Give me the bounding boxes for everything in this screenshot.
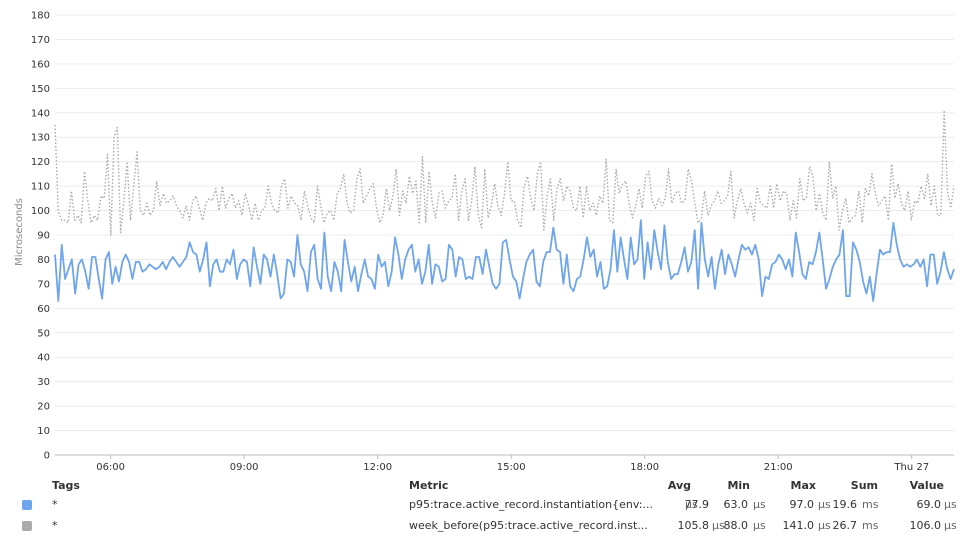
y-tick-label: 170 <box>31 35 50 46</box>
legend-header-row: Tags Metric Avg Min Max Sum Value <box>0 476 971 496</box>
x-tick-label: 06:00 <box>96 462 125 473</box>
legend-header-value: Value <box>909 479 944 492</box>
legend-value: 69.0 <box>916 498 942 511</box>
legend-max-unit: μs <box>818 519 831 532</box>
legend-tags: * <box>52 519 58 532</box>
legend-metric: p95:trace.active_record.instantiation{en… <box>409 498 653 511</box>
legend-sum-unit: ms <box>862 498 879 511</box>
y-tick-label: 10 <box>37 426 50 437</box>
y-axis-ticks: 0 10 20 30 40 50 60 70 80 90 100 110 120 130 140 150 160… <box>31 11 50 462</box>
y-tick-label: 140 <box>31 108 50 119</box>
legend-avg: 77.9 <box>684 498 710 511</box>
legend-min: 63.0 <box>723 498 749 511</box>
legend-header-min: Min <box>727 479 750 492</box>
legend-avg-unit: μs <box>685 498 698 511</box>
series-line-current[interactable] <box>54 219 955 302</box>
legend-sum: 26.7 <box>832 519 858 532</box>
legend-sum-unit: ms <box>862 519 879 532</box>
grid-lines <box>55 14 954 456</box>
y-axis-label: Microseconds <box>14 198 25 266</box>
legend-max: 141.0 <box>782 519 815 532</box>
legend-max: 97.0 <box>789 498 815 511</box>
y-tick-label: 150 <box>31 84 50 95</box>
series-line-week-before[interactable] <box>54 109 955 236</box>
y-tick-label: 160 <box>31 59 50 70</box>
legend-row[interactable]: * week_before(p95:trace.active_record.in… <box>0 516 971 536</box>
legend-color-swatch[interactable] <box>22 521 32 531</box>
y-tick-label: 80 <box>37 255 50 266</box>
legend-metric: week_before(p95:trace.active_record.inst… <box>409 519 648 532</box>
timeseries-chart: 0 10 20 30 40 50 60 70 80 90 100 110 120 130 140 150 160… <box>14 11 955 473</box>
legend-header-metric: Metric <box>409 479 449 492</box>
x-tick-label: 12:00 <box>363 462 392 473</box>
series-lines <box>54 109 955 302</box>
legend-row[interactable]: * p95:trace.active_record.instantiation{… <box>0 495 971 515</box>
y-tick-label: 40 <box>37 353 50 364</box>
x-tick-label: 09:00 <box>230 462 259 473</box>
y-tick-label: 130 <box>31 133 50 144</box>
legend-avg-unit: μs <box>712 519 725 532</box>
x-tick-label: 18:00 <box>630 462 659 473</box>
legend-tags: * <box>52 498 58 511</box>
legend-color-swatch[interactable] <box>22 500 32 510</box>
legend-value-unit: μs <box>944 519 957 532</box>
y-tick-label: 90 <box>37 231 50 242</box>
y-tick-label: 50 <box>37 328 50 339</box>
y-tick-label: 60 <box>37 304 50 315</box>
legend-value-unit: μs <box>944 498 957 511</box>
x-tick-label: 15:00 <box>497 462 526 473</box>
y-tick-label: 110 <box>31 182 50 193</box>
y-tick-label: 20 <box>37 402 50 413</box>
legend-min: 88.0 <box>723 519 749 532</box>
y-tick-label: 180 <box>31 11 50 22</box>
y-tick-label: 120 <box>31 157 50 168</box>
y-tick-label: 0 <box>44 451 50 462</box>
x-tick-label: 21:00 <box>764 462 793 473</box>
y-tick-label: 30 <box>37 377 50 388</box>
x-axis-ticks: 06:00 09:00 12:00 15:00 18:00 21:00 Thu 27 <box>96 455 929 473</box>
legend-max-unit: μs <box>818 498 831 511</box>
y-tick-label: 70 <box>37 279 50 290</box>
legend-header-sum: Sum <box>850 479 878 492</box>
legend-avg: 105.8 <box>677 519 710 532</box>
x-tick-label: Thu 27 <box>893 462 929 473</box>
legend-header-avg: Avg <box>667 479 691 492</box>
legend-min-unit: μs <box>753 519 766 532</box>
legend-header-tags: Tags <box>52 479 80 492</box>
y-tick-label: 100 <box>31 206 50 217</box>
legend-min-unit: μs <box>753 498 766 511</box>
legend-value: 106.0 <box>909 519 942 532</box>
legend-sum: 19.6 <box>832 498 858 511</box>
legend-header-max: Max <box>790 479 816 492</box>
